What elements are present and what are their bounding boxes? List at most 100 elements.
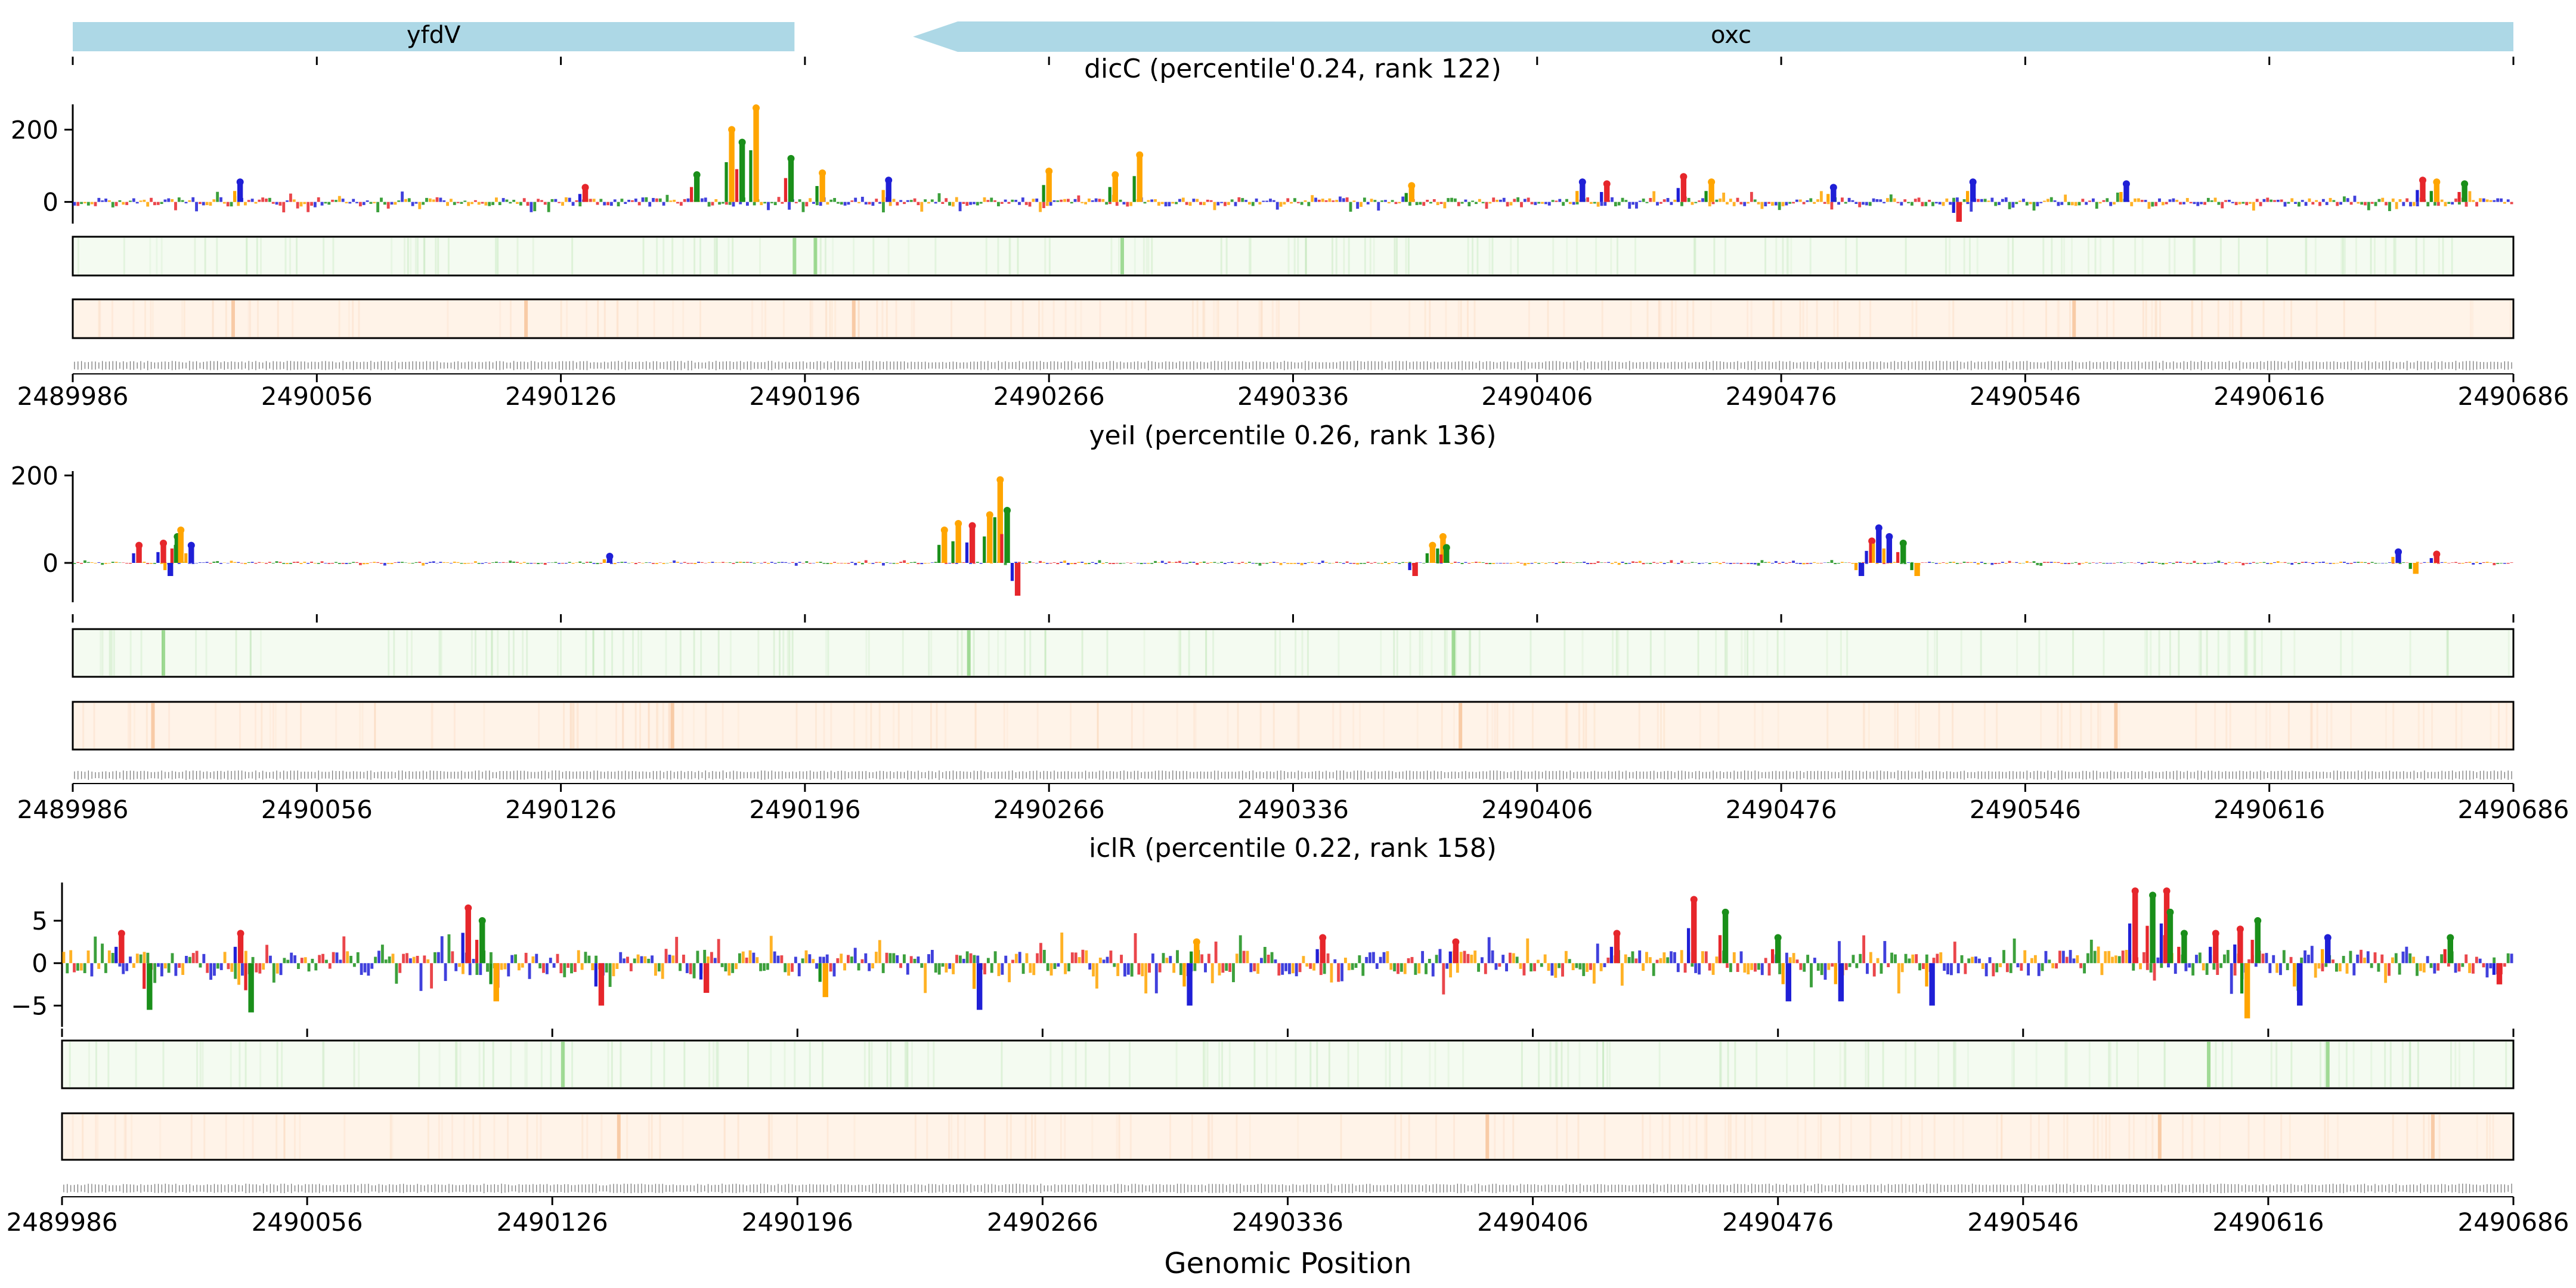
heatmap-green-stripe bbox=[2409, 1042, 2411, 1087]
logo-bar bbox=[1109, 950, 1113, 964]
heatmap-green-stripe bbox=[1563, 630, 1566, 676]
heatmap-orange-stripe bbox=[936, 703, 938, 748]
heatmap-orange-stripe bbox=[1583, 703, 1585, 748]
logo-bar bbox=[1141, 963, 1144, 977]
logo-bar bbox=[1900, 563, 1903, 564]
logo-bar bbox=[97, 562, 101, 563]
heatmap-green-stripe bbox=[2447, 630, 2449, 676]
logo-bar bbox=[637, 202, 641, 206]
logo-bar bbox=[2098, 202, 2102, 204]
heatmap-green-stripe bbox=[693, 630, 695, 676]
logo-bar bbox=[1393, 963, 1397, 971]
logo-bar bbox=[1380, 563, 1384, 564]
logo-peak bbox=[461, 933, 465, 964]
logo-peak bbox=[479, 921, 485, 964]
logo-peak-cap bbox=[2254, 917, 2262, 925]
heatmap-orange-stripe bbox=[1869, 1114, 1872, 1159]
logo-bar bbox=[114, 562, 118, 563]
logo-bar bbox=[1042, 562, 1045, 563]
logo-bar bbox=[2008, 561, 2011, 563]
logo-peak bbox=[1952, 202, 1955, 213]
x-tick-label: 2490266 bbox=[993, 382, 1105, 411]
logo-bar bbox=[1844, 562, 1847, 563]
logo-bar bbox=[178, 963, 181, 968]
heatmap-orange-stripe bbox=[145, 703, 148, 748]
logo-bar bbox=[558, 202, 561, 203]
heatmap-green-stripe bbox=[863, 1042, 866, 1087]
logo-peak-cap bbox=[1111, 171, 1119, 179]
heatmap-orange-stripe bbox=[876, 301, 878, 337]
logo-bar bbox=[1464, 562, 1467, 563]
logo-peak bbox=[987, 515, 993, 563]
logo-bar bbox=[951, 563, 955, 564]
heatmap-green-stripe bbox=[492, 1042, 494, 1087]
heatmap-orange-stripe bbox=[1297, 1114, 1299, 1159]
logo-bar bbox=[903, 202, 906, 205]
logo-bar bbox=[2280, 199, 2283, 202]
logo-bar bbox=[1858, 562, 1862, 563]
logo-bar bbox=[1960, 955, 1964, 964]
logo-bar bbox=[812, 959, 815, 964]
logo-peak bbox=[2297, 963, 2303, 1006]
logo-peak bbox=[2429, 191, 2433, 202]
logo-bar bbox=[2049, 562, 2053, 563]
heatmap-green-stripe bbox=[2164, 1042, 2166, 1087]
logo-peak-cap bbox=[955, 520, 962, 527]
logo-bar bbox=[1816, 563, 1819, 564]
logo-bar bbox=[233, 562, 237, 563]
logo-peak bbox=[163, 563, 167, 571]
logo-bar bbox=[1590, 563, 1593, 564]
logo-bar bbox=[2276, 561, 2280, 563]
logo-bar bbox=[346, 951, 349, 964]
heatmap-green-stripe bbox=[930, 630, 933, 676]
heatmap-orange-stripe bbox=[358, 301, 360, 337]
heatmap-orange-stripe bbox=[825, 301, 828, 337]
logo-bar bbox=[139, 200, 143, 202]
heatmap-orange-stripe bbox=[2438, 1114, 2441, 1159]
logo-peak bbox=[2213, 933, 2219, 964]
logo-bar bbox=[522, 198, 526, 202]
logo-bar bbox=[686, 198, 690, 202]
logo-bar bbox=[631, 562, 634, 563]
heatmap-green-stripe bbox=[485, 630, 488, 676]
logo-bar bbox=[1628, 563, 1631, 564]
logo-bar bbox=[1541, 202, 1544, 204]
logo-bar bbox=[150, 563, 153, 564]
logo-bar bbox=[2391, 563, 2395, 564]
logo-bar bbox=[2275, 963, 2279, 973]
logo-bar bbox=[871, 202, 875, 206]
logo-bar bbox=[1035, 563, 1039, 564]
x-tick-label: 2490476 bbox=[1726, 795, 1837, 824]
logo-bar bbox=[1349, 202, 1352, 212]
logo-bar bbox=[1956, 963, 1960, 974]
logo-bar bbox=[226, 202, 230, 207]
heatmap-green-stripe bbox=[2245, 630, 2247, 676]
logo-bar bbox=[665, 563, 669, 564]
logo-bar bbox=[2294, 202, 2297, 204]
logo-bar bbox=[1757, 963, 1760, 970]
logo-bar bbox=[1101, 563, 1105, 564]
logo-bar bbox=[1942, 562, 1945, 563]
logo-bar bbox=[763, 202, 767, 204]
heatmap-green-stripe bbox=[1856, 238, 1858, 274]
logo-bar bbox=[1550, 963, 1554, 976]
logo-bar bbox=[826, 202, 829, 205]
logo-bar bbox=[1729, 963, 1732, 973]
logo-bar bbox=[945, 963, 948, 973]
logo-bar bbox=[62, 952, 66, 964]
heatmap-green-stripe bbox=[2051, 238, 2053, 274]
logo-bar bbox=[2380, 954, 2384, 964]
logo-bar bbox=[2044, 950, 2048, 964]
heatmap-green-stripe bbox=[2442, 238, 2444, 274]
logo-bar bbox=[2364, 202, 2367, 206]
heatmap-orange-stripe bbox=[2392, 1114, 2394, 1159]
logo-bar bbox=[1172, 963, 1176, 973]
heatmap-green-stripe bbox=[640, 630, 642, 676]
logo-bar bbox=[299, 563, 303, 564]
logo-bar bbox=[1915, 954, 1918, 964]
heatmap-green-stripe bbox=[447, 238, 450, 274]
logo-bar bbox=[1018, 202, 1021, 205]
logo-bar bbox=[2426, 956, 2429, 964]
logo-bar bbox=[791, 562, 794, 563]
heatmap-orange-stripe bbox=[2262, 301, 2265, 337]
